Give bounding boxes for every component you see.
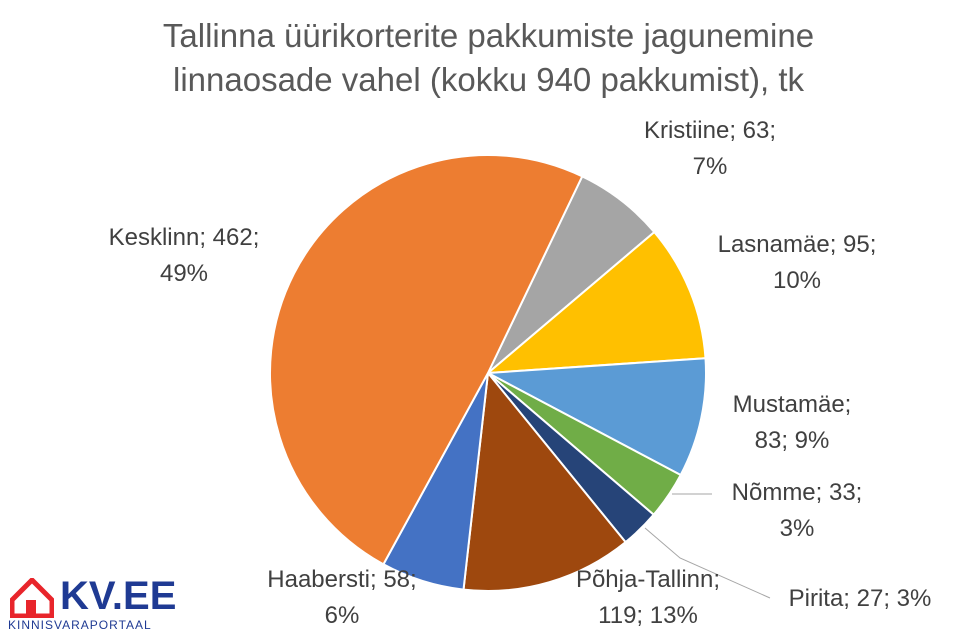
chart-title-line-2: linnaosade vahel (kokku 940 pakkumist), …: [173, 61, 804, 98]
leader-lines: [644, 493, 771, 599]
pie-slices: [269, 154, 707, 592]
data-label-n-mme: Nõmme; 33; 3%: [732, 479, 863, 542]
pie-slice-lasnam-e: [485, 230, 707, 375]
data-label-kristiine: Kristiine; 63; 7%: [644, 117, 776, 180]
chart-title: Tallinna üürikorterite pakkumiste jagune…: [0, 14, 977, 102]
data-label-haabersti: Haabersti; 58; 6%: [267, 566, 416, 629]
kv-ee-logo[interactable]: KV.EE KINNISVARAPORTAAL: [8, 574, 178, 632]
pie-slice-kesklinn: [269, 154, 584, 566]
data-label-pirita: Pirita; 27; 3%: [789, 585, 932, 612]
data-labels: Kristiine; 63; 7% Lasnamäe; 95; 10% Mustamäe…: [109, 117, 932, 629]
data-label-kesklinn: Kesklinn; 462; 49%: [109, 224, 260, 287]
house-logo-icon: [10, 578, 54, 618]
pie-slice-mustam-e: [484, 357, 707, 477]
data-label-lasnam-e: Lasnamäe; 95; 10%: [718, 231, 877, 294]
logo-brand-text: KV.EE: [60, 574, 177, 618]
data-label-mustam-e: Mustamäe; 83; 9%: [733, 391, 852, 454]
chart-title-line-1: Tallinna üürikorterite pakkumiste jagune…: [162, 17, 815, 54]
logo-subtitle: KINNISVARAPORTAAL: [8, 618, 152, 632]
data-label-p-hja-tallinn: Põhja-Tallinn; 119; 13%: [576, 566, 720, 629]
pie-slice-p-hja-tallinn: [462, 370, 627, 592]
leader-line-pirita: [644, 527, 771, 599]
